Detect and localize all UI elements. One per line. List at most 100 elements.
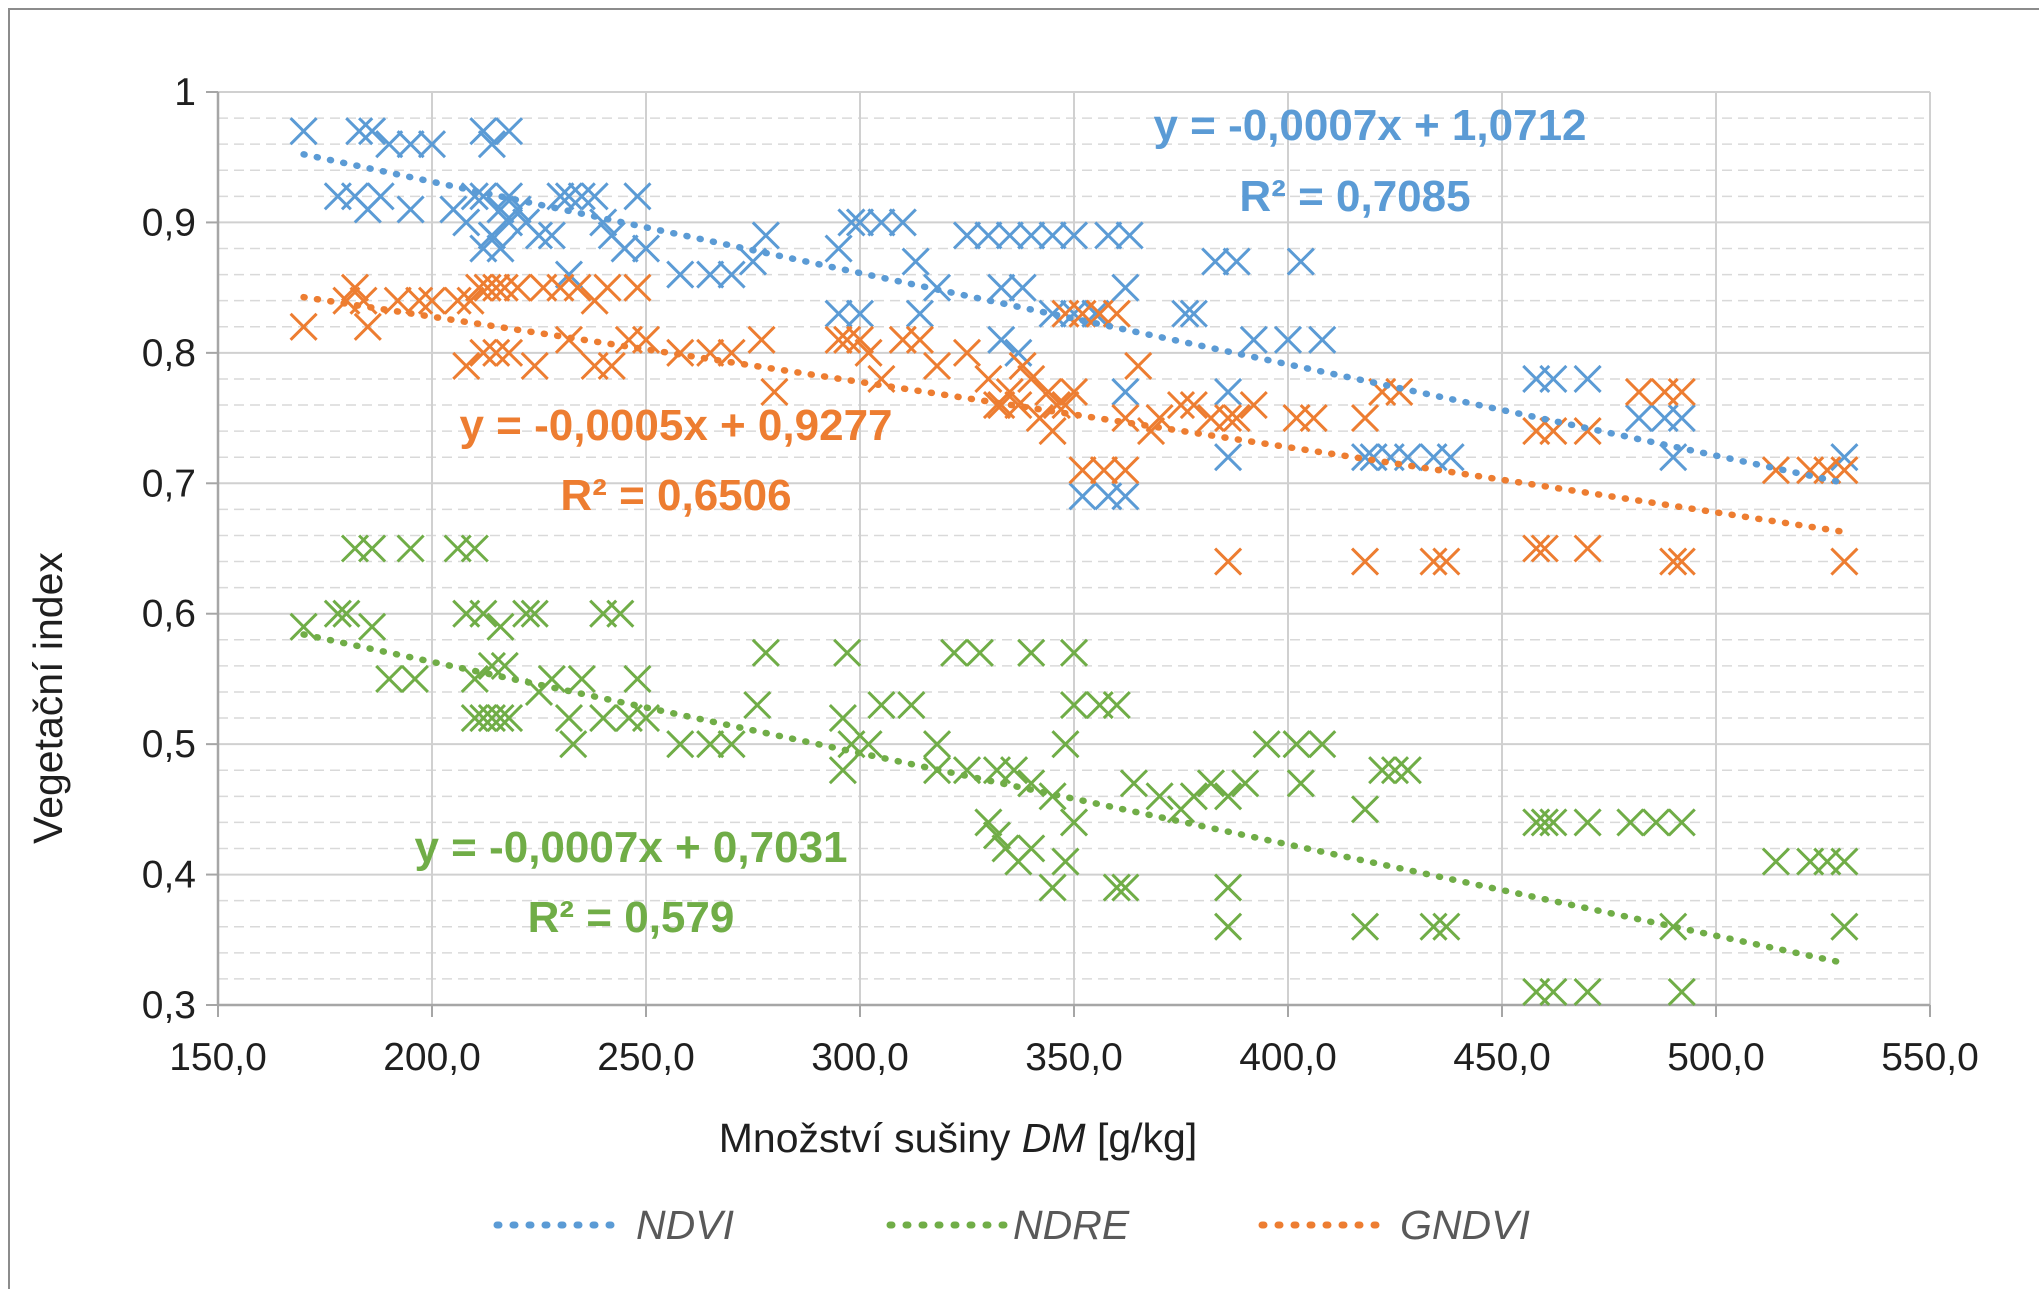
ndvi-point: [477, 130, 506, 159]
ndre-point: [289, 612, 318, 641]
major-gridlines: [218, 91, 1931, 1005]
x-tick-label: 450,0: [1453, 1036, 1551, 1079]
ndre-point: [1432, 912, 1461, 941]
x-tick-label: 400,0: [1239, 1036, 1337, 1079]
ndre-point: [1017, 834, 1046, 863]
ndvi-point: [554, 260, 584, 289]
gndvi-point: [1419, 547, 1448, 576]
gndvi-point: [1136, 417, 1166, 446]
ndre-point: [965, 638, 994, 667]
gndvi-point: [1385, 377, 1414, 407]
ndvi-point: [631, 234, 661, 263]
x-tick-label: 150,0: [169, 1036, 267, 1079]
gndvi-point: [353, 312, 382, 341]
ndvi-point: [494, 208, 524, 237]
gndvi-point: [593, 273, 622, 302]
ndvi-point: [567, 182, 596, 211]
x-axis-title-text: Množství sušiny: [719, 1115, 1011, 1161]
ndre-point: [1530, 808, 1559, 837]
legend-item-ndre[interactable]: NDRE: [886, 1202, 1130, 1248]
ndvi-point: [1214, 443, 1243, 472]
ndre-point: [1038, 782, 1067, 811]
ndre-point: [1111, 873, 1140, 902]
ndre-point: [375, 664, 404, 693]
gndvi-point: [1659, 547, 1688, 576]
ndre-point: [940, 638, 969, 667]
x-tick-label: 250,0: [597, 1036, 695, 1079]
gndvi-point: [952, 338, 982, 367]
axes: [206, 91, 1931, 1017]
ndre-point: [1393, 756, 1422, 785]
ndvi-point: [358, 117, 387, 146]
gndvi-point: [1111, 456, 1140, 485]
ndre-point: [520, 599, 549, 628]
legend-item-gndvi[interactable]: GNDVI: [1258, 1202, 1530, 1248]
ndvi-point: [366, 182, 395, 211]
gndvi-point: [1667, 377, 1696, 407]
gndvi-point: [1166, 390, 1196, 420]
ndre-point: [567, 664, 596, 693]
ndvi-point: [1171, 299, 1200, 328]
gndvi-point: [1034, 377, 1063, 407]
gndvi-point: [456, 286, 485, 315]
ndre-equation: y = -0,0007x + 0,7031: [414, 823, 847, 872]
gndvi-point: [405, 286, 434, 315]
x-axis-title: Množství sušiny DM [g/kg]: [719, 1115, 1198, 1161]
ndre-point: [1616, 808, 1645, 837]
gndvi-point: [520, 351, 549, 380]
gndvi-point: [905, 325, 934, 354]
ndvi-point: [824, 299, 853, 328]
series-ndvi: [289, 117, 1859, 511]
ndre-point: [1119, 769, 1148, 798]
ndvi-point: [1111, 377, 1140, 407]
y-axis-title: Vegetační index: [25, 552, 71, 844]
ndvi-point: [1659, 443, 1688, 472]
gndvi-trendline: [300, 293, 1848, 536]
ndre-point: [400, 664, 429, 693]
ndvi-point: [1350, 443, 1380, 472]
ndvi-point: [845, 208, 875, 237]
ndvi-point: [375, 130, 404, 159]
gndvi-point: [1530, 534, 1559, 563]
ndvi-point: [1038, 221, 1067, 250]
ndvi-point: [1038, 299, 1067, 328]
gndvi-point: [845, 325, 875, 354]
legend-item-ndvi[interactable]: NDVI: [493, 1202, 734, 1248]
legend-label-ndre: NDRE: [1013, 1202, 1130, 1248]
ndre-point: [1308, 730, 1337, 759]
ndvi-point: [1111, 482, 1140, 511]
ndre-point: [623, 664, 652, 693]
gndvi-point: [289, 312, 318, 341]
ndvi-point: [717, 260, 746, 289]
ndre-point: [1214, 782, 1243, 811]
ndvi-point: [477, 221, 506, 250]
ndvi-point: [867, 208, 896, 237]
ndre-point: [666, 730, 695, 759]
gndvi-point: [452, 351, 481, 380]
y-tick-label: 0,4: [142, 854, 196, 897]
y-tick-label: 0,9: [142, 201, 196, 244]
ndvi-point: [1008, 273, 1037, 302]
ndre-point: [358, 612, 387, 641]
ndvi-point: [1286, 247, 1315, 276]
ndre-point: [1761, 847, 1790, 876]
y-tick-label: 0,8: [142, 332, 196, 375]
ndvi-point: [1115, 221, 1144, 250]
ndvi-point: [1179, 299, 1208, 328]
gndvi-point: [1667, 547, 1696, 576]
gndvi-point: [1432, 547, 1461, 576]
gndvi-point: [1111, 404, 1140, 433]
ndvi-point: [1111, 273, 1140, 302]
ndre-point: [323, 599, 352, 628]
ndre-point: [554, 703, 584, 733]
ndre-point: [1059, 690, 1089, 720]
legend-label-gndvi: GNDVI: [1400, 1202, 1530, 1248]
ndre-point: [469, 599, 498, 628]
ndvi-point: [1624, 404, 1654, 433]
gndvi-point: [597, 351, 626, 380]
ndvi-point: [1573, 364, 1602, 394]
ndre-point: [1214, 873, 1243, 902]
ndvi-point: [738, 247, 768, 276]
ndre-point: [1667, 977, 1696, 1007]
